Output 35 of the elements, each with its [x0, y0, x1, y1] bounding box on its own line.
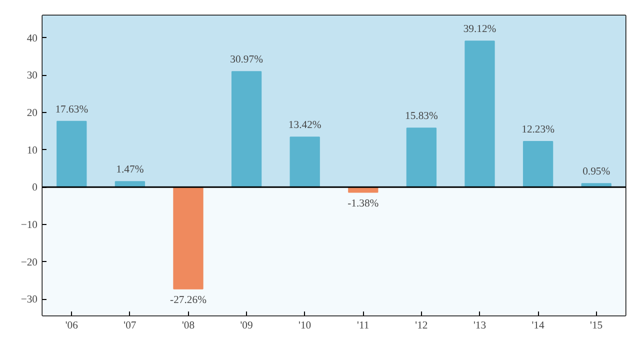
y-tick-label: 0 — [32, 182, 38, 194]
bar — [231, 71, 262, 188]
x-tick-label: '11 — [357, 320, 370, 332]
y-tick-label: 40 — [26, 33, 38, 44]
x-tick-label: '12 — [415, 320, 428, 332]
y-tick-label: 10 — [26, 145, 38, 156]
data-label: 1.47% — [116, 164, 144, 176]
data-label: -1.38% — [348, 198, 379, 210]
bar — [464, 40, 495, 188]
y-tick-label: −10 — [20, 220, 38, 231]
bar — [290, 136, 320, 188]
y-tick-label: −20 — [20, 257, 38, 268]
x-tick-label: '07 — [124, 320, 137, 332]
y-tick-label: 30 — [26, 70, 38, 82]
x-tick-label: '14 — [532, 320, 546, 332]
x-tick-label: '13 — [473, 320, 486, 332]
bar — [56, 120, 87, 188]
data-label: 12.23% — [522, 124, 555, 136]
y-tick-label: 20 — [26, 108, 38, 120]
y-tick-label: −30 — [20, 294, 38, 306]
bar — [406, 128, 437, 188]
data-label: 13.42% — [288, 120, 322, 132]
data-label: 30.97% — [230, 54, 264, 66]
bar — [173, 186, 204, 290]
x-tick-label: '08 — [182, 320, 195, 332]
x-tick-label: '15 — [590, 320, 603, 332]
x-tick-label: '09 — [240, 320, 253, 332]
data-label: 39.12% — [463, 24, 496, 36]
data-label: 15.83% — [405, 111, 438, 122]
data-label: -27.26% — [170, 294, 207, 306]
data-label: 0.95% — [582, 166, 610, 178]
data-label: 17.63% — [55, 104, 88, 116]
bar — [522, 141, 554, 188]
x-tick-label: '10 — [298, 320, 312, 332]
x-tick-label: '06 — [65, 320, 79, 332]
